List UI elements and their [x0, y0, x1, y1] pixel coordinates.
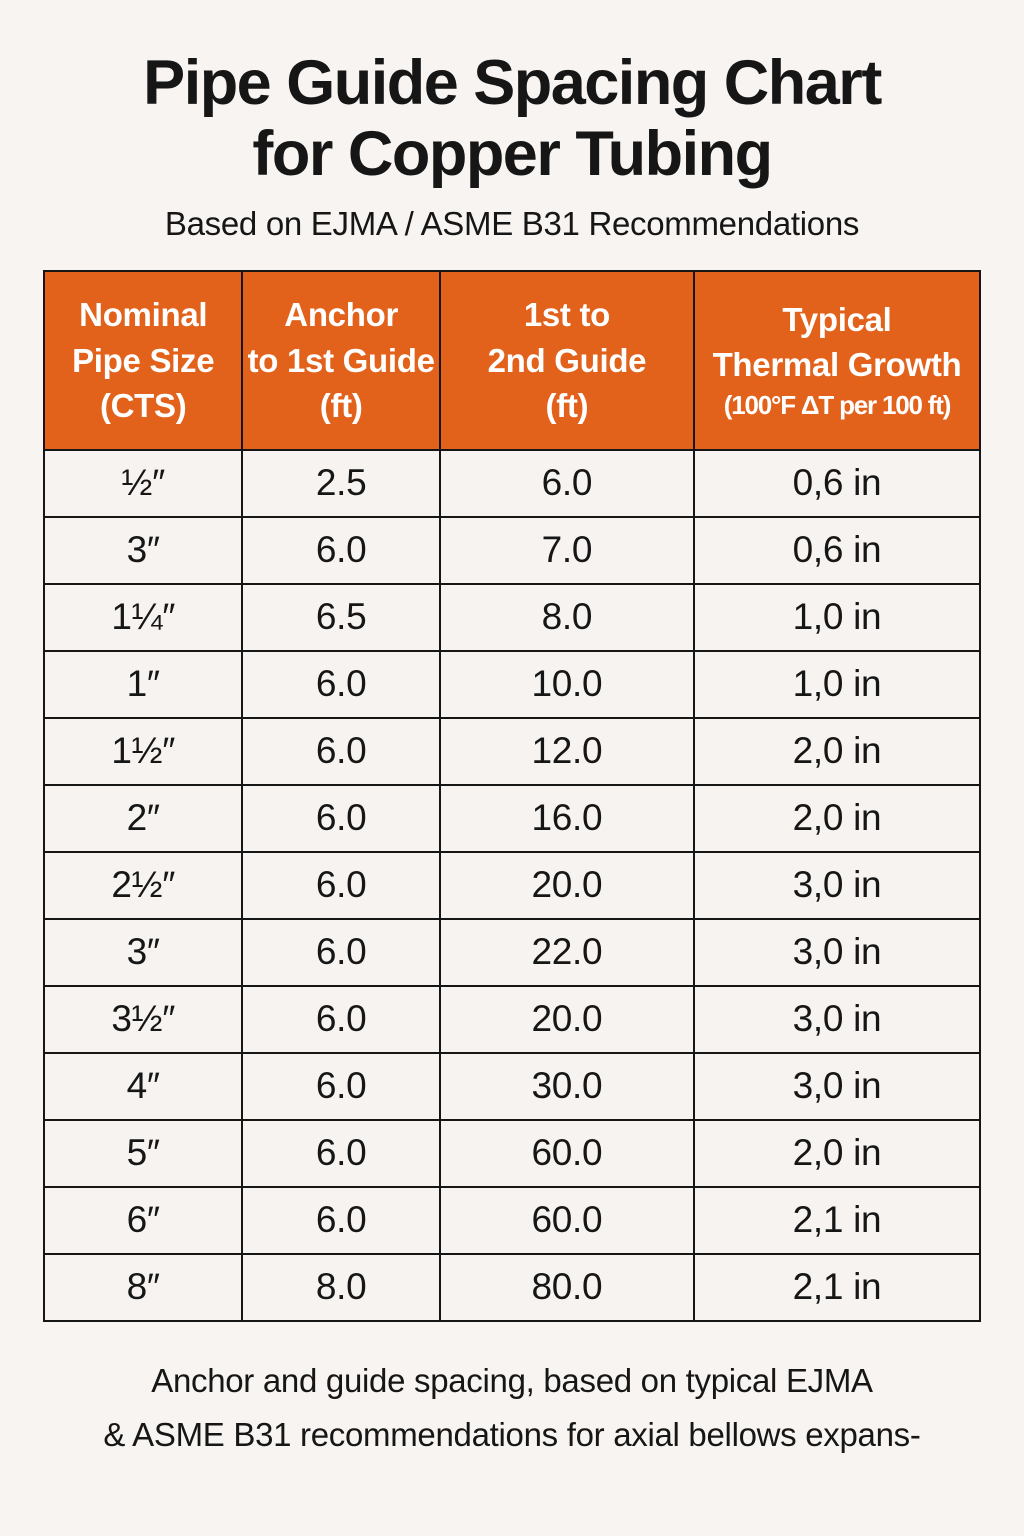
column-header-1-line-2: Pipe Size: [72, 341, 215, 379]
table-cell: 2,0 in: [692, 1118, 982, 1188]
table-cell: 1″: [42, 649, 244, 719]
table-cell: 6.0: [241, 984, 441, 1054]
table-row: 4″ 6.0 30.0 3,0 in: [42, 1051, 982, 1121]
table-cell: 2″: [42, 783, 244, 853]
table-cell: 1,0 in: [692, 582, 982, 652]
column-header-3-line-2: 2nd Guide: [487, 341, 647, 379]
table-cell: 2,0 in: [692, 716, 982, 786]
column-header-1-line-3: (CTS): [99, 387, 187, 425]
table-cell: ½″: [42, 448, 244, 518]
table-header-row: Nominal Pipe Size (CTS) Anchor to 1st Guide (…: [42, 270, 982, 451]
table-cell: 80.0: [438, 1252, 695, 1322]
table-row: 3″ 6.0 22.0 3,0 in: [42, 917, 982, 987]
table-row: 3½″ 6.0 20.0 3,0 in: [42, 984, 982, 1054]
column-header-4: Typical Thermal Growth (100°F ΔT per 100 f…: [692, 270, 982, 451]
table-cell: 6.0: [241, 716, 441, 786]
footnote: Anchor and guide spacing, based on typic…: [0, 1354, 1024, 1462]
footnote-line-2: & ASME B31 recommendations for axial bel…: [103, 1415, 921, 1453]
table-cell: 3½″: [42, 984, 244, 1054]
column-header-1: Nominal Pipe Size (CTS): [42, 270, 244, 451]
table-cell: 3″: [42, 917, 244, 987]
table-cell: 6.0: [241, 783, 441, 853]
table-row: 1½″ 6.0 12.0 2,0 in: [42, 716, 982, 786]
table-cell: 8.0: [438, 582, 695, 652]
table-cell: 2.5: [241, 448, 441, 518]
table-row: 2″ 6.0 16.0 2,0 in: [42, 783, 982, 853]
pipe-guide-spacing-table: Nominal Pipe Size (CTS) Anchor to 1st Guide (…: [42, 270, 982, 1322]
table-row: 2½″ 6.0 20.0 3,0 in: [42, 850, 982, 920]
table-cell: 20.0: [438, 984, 695, 1054]
table-row: ½″ 2.5 6.0 0,6 in: [42, 448, 982, 518]
table-row: 3″ 6.0 7.0 0,6 in: [42, 515, 982, 585]
column-header-3-line-1: 1st to: [523, 296, 611, 334]
table-cell: 60.0: [438, 1118, 695, 1188]
page-title-line-2: for Copper Tubing: [252, 118, 773, 189]
table-row: 1¼″ 6.5 8.0 1,0 in: [42, 582, 982, 652]
table-cell: 6.5: [241, 582, 441, 652]
column-header-4-line-1: Typical: [782, 300, 892, 338]
table-cell: 7.0: [438, 515, 695, 585]
table-cell: 3,0 in: [692, 984, 982, 1054]
table-cell: 0,6 in: [692, 448, 982, 518]
column-header-2-line-1: Anchor: [284, 296, 398, 334]
table-cell: 0,6 in: [692, 515, 982, 585]
table-cell: 22.0: [438, 917, 695, 987]
page-title-line-1: Pipe Guide Spacing Chart: [143, 48, 882, 118]
table-cell: 6.0: [241, 1118, 441, 1188]
table-cell: 2,1 in: [692, 1252, 982, 1322]
table-cell: 2,0 in: [692, 783, 982, 853]
table-cell: 6.0: [241, 850, 441, 920]
table-cell: 2½″: [42, 850, 244, 920]
table-cell: 8″: [42, 1252, 244, 1322]
page-subtitle: Based on EJMA / ASME B31 Recommendations: [164, 205, 860, 243]
table-cell: 2,1 in: [692, 1185, 982, 1255]
table-cell: 60.0: [438, 1185, 695, 1255]
table-cell: 5″: [42, 1118, 244, 1188]
table-cell: 30.0: [438, 1051, 695, 1121]
footnote-line-1: Anchor and guide spacing, based on typic…: [151, 1361, 873, 1399]
table-cell: 6.0: [241, 1185, 441, 1255]
column-header-4-line-2: Thermal Growth: [712, 346, 962, 384]
table-body: ½″ 2.5 6.0 0,6 in 3″ 6.0 7.0 0,6 in 1¼″ 6.5 8.0 1,0…: [42, 448, 982, 1322]
page-title: Pipe Guide Spacing Chart for Copper Tubi…: [0, 48, 1024, 189]
table-row: 5″ 6.0 60.0 2,0 in: [42, 1118, 982, 1188]
column-header-3: 1st to 2nd Guide (ft): [438, 270, 695, 451]
table-row: 6″ 6.0 60.0 2,1 in: [42, 1185, 982, 1255]
table-cell: 6.0: [438, 448, 695, 518]
table-row: 8″ 8.0 80.0 2,1 in: [42, 1252, 982, 1322]
table-cell: 3,0 in: [692, 1051, 982, 1121]
column-header-2-line-2: to 1st Guide: [247, 341, 435, 379]
table-header-row-container: Nominal Pipe Size (CTS) Anchor to 1st Guide (…: [42, 270, 982, 451]
column-header-2: Anchor to 1st Guide (ft): [241, 270, 441, 451]
table-cell: 3″: [42, 515, 244, 585]
table-cell: 6.0: [241, 917, 441, 987]
table-cell: 6″: [42, 1185, 244, 1255]
table-cell: 12.0: [438, 716, 695, 786]
column-header-4-line-3: (100°F ΔT per 100 ft): [723, 389, 952, 420]
table-cell: 1,0 in: [692, 649, 982, 719]
table-cell: 3,0 in: [692, 850, 982, 920]
table-cell: 3,0 in: [692, 917, 982, 987]
table-cell: 4″: [42, 1051, 244, 1121]
table-cell: 16.0: [438, 783, 695, 853]
table-cell: 6.0: [241, 649, 441, 719]
table-cell: 6.0: [241, 515, 441, 585]
table-cell: 20.0: [438, 850, 695, 920]
table-cell: 1¼″: [42, 582, 244, 652]
column-header-2-line-3: (ft): [319, 387, 363, 425]
table-cell: 6.0: [241, 1051, 441, 1121]
column-header-1-line-1: Nominal: [79, 296, 208, 334]
column-header-3-line-3: (ft): [545, 387, 589, 425]
table-cell: 1½″: [42, 716, 244, 786]
table-row: 1″ 6.0 10.0 1,0 in: [42, 649, 982, 719]
table-cell: 10.0: [438, 649, 695, 719]
table-cell: 8.0: [241, 1252, 441, 1322]
